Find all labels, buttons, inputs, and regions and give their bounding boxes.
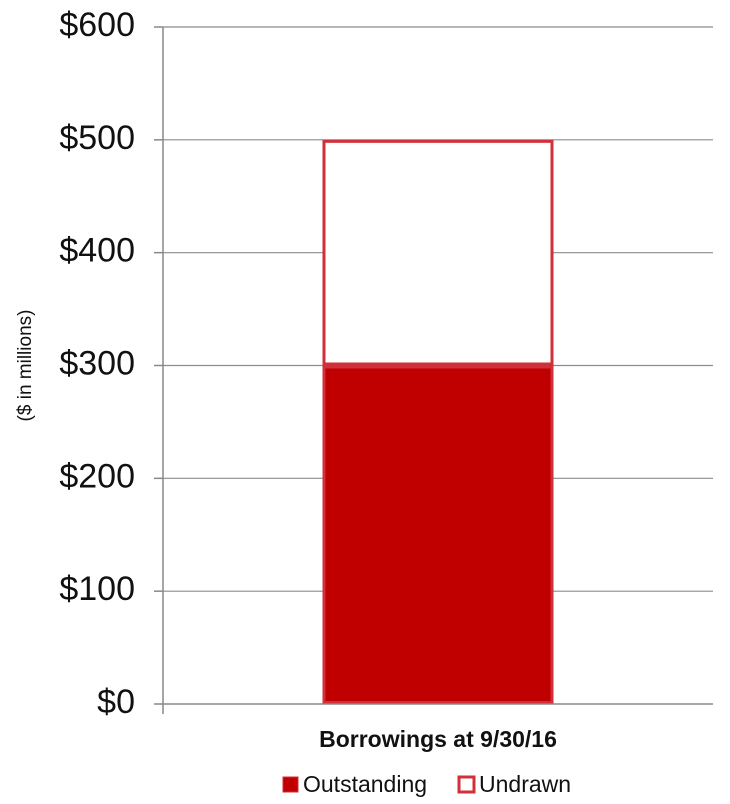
bar-outstanding (322, 365, 554, 704)
y-tick-label: $0 (97, 683, 135, 721)
legend-swatch-undrawn (457, 775, 476, 794)
y-tick-label: $200 (59, 457, 135, 495)
y-tick-label: $400 (59, 232, 135, 270)
legend: Outstanding Undrawn (282, 771, 571, 797)
y-tick-label: $300 (59, 344, 135, 382)
y-tick-label: $500 (59, 119, 135, 157)
x-tick-label: Borrowings at 9/30/16 (319, 726, 557, 752)
legend-swatch-outstanding (282, 776, 299, 793)
legend-label-outstanding: Outstanding (303, 771, 427, 797)
bars (322, 139, 554, 704)
y-axis-title: ($ in millions) (15, 310, 36, 422)
y-tick-labels: $0 $100 $200 $300 $400 $500 $600 (59, 6, 135, 721)
legend-label-undrawn: Undrawn (479, 771, 571, 797)
y-tick-label: $100 (59, 570, 135, 608)
y-tick-label: $600 (59, 6, 135, 44)
bar-undrawn (322, 139, 554, 366)
x-tick-labels: Borrowings at 9/30/16 (319, 726, 557, 752)
